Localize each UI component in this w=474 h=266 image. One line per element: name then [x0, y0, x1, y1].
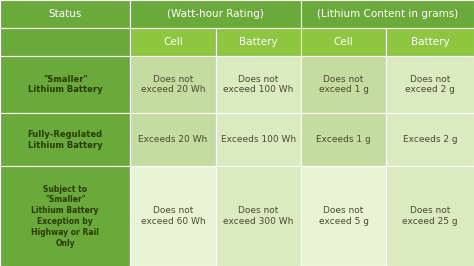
Bar — [386, 28, 474, 56]
Text: Subject to
"Smaller"
Lithium Battery
Exception by
Highway or Rail
Only: Subject to "Smaller" Lithium Battery Exc… — [31, 185, 99, 247]
Bar — [0, 166, 130, 266]
Bar — [130, 166, 216, 266]
Bar — [386, 166, 474, 266]
Text: Does not
exceed 2 g: Does not exceed 2 g — [405, 74, 455, 94]
Text: Does not
exceed 100 Wh: Does not exceed 100 Wh — [223, 74, 293, 94]
Text: Battery: Battery — [239, 37, 278, 47]
Text: Fully-Regulated
Lithium Battery: Fully-Regulated Lithium Battery — [27, 130, 103, 149]
Text: Does not
exceed 5 g: Does not exceed 5 g — [319, 206, 369, 226]
Bar — [216, 113, 301, 166]
Bar — [216, 28, 301, 56]
Bar — [386, 113, 474, 166]
Bar — [130, 56, 216, 113]
Text: (Lithium Content in grams): (Lithium Content in grams) — [317, 9, 458, 19]
Bar — [386, 56, 474, 113]
Text: Does not
exceed 300 Wh: Does not exceed 300 Wh — [223, 206, 293, 226]
Bar — [130, 28, 216, 56]
Text: Cell: Cell — [163, 37, 183, 47]
Text: Exceeds 20 Wh: Exceeds 20 Wh — [138, 135, 208, 144]
Bar — [0, 0, 130, 28]
Bar — [301, 113, 386, 166]
Text: (Watt-hour Rating): (Watt-hour Rating) — [167, 9, 264, 19]
Text: Does not
exceed 25 g: Does not exceed 25 g — [402, 206, 458, 226]
Bar — [0, 56, 130, 113]
Bar — [301, 28, 386, 56]
Text: Exceeds 100 Wh: Exceeds 100 Wh — [221, 135, 296, 144]
Text: Exceeds 1 g: Exceeds 1 g — [316, 135, 371, 144]
Bar — [216, 166, 301, 266]
Text: Does not
exceed 1 g: Does not exceed 1 g — [319, 74, 369, 94]
Bar — [0, 113, 130, 166]
Bar — [301, 56, 386, 113]
Text: Battery: Battery — [411, 37, 449, 47]
Text: Does not
exceed 20 Wh: Does not exceed 20 Wh — [141, 74, 205, 94]
Text: Cell: Cell — [334, 37, 354, 47]
Text: "Smaller"
Lithium Battery: "Smaller" Lithium Battery — [28, 74, 102, 94]
Bar — [301, 166, 386, 266]
Text: Does not
exceed 60 Wh: Does not exceed 60 Wh — [141, 206, 205, 226]
Text: Status: Status — [48, 9, 82, 19]
Bar — [301, 0, 474, 28]
Text: Exceeds 2 g: Exceeds 2 g — [403, 135, 457, 144]
Bar — [0, 28, 130, 56]
Bar — [130, 113, 216, 166]
Bar — [130, 0, 301, 28]
Bar — [216, 56, 301, 113]
